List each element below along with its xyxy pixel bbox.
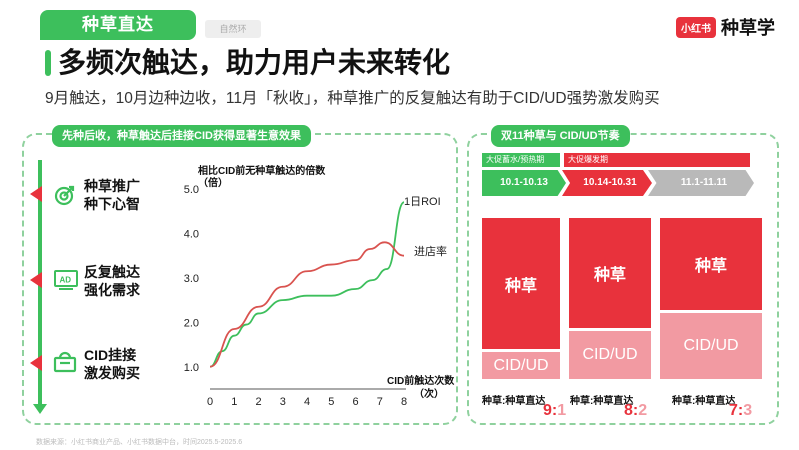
target-icon [53,183,77,207]
chart-xlabel: CID前触达次数 [387,374,455,387]
stack-3-cid: CID/UD [660,313,762,379]
stack-1-cid: CID/UD [482,352,560,379]
ratio-2-b: 2 [638,402,648,419]
step-1-line1: 种草推广 [84,178,140,194]
svg-text:AD: AD [60,276,72,285]
series-label-1: 进店率 [414,244,447,258]
period-1: 10.1-10.13 [482,170,566,196]
title-accent-bar [45,50,51,76]
ad-icon: AD [53,268,78,292]
section-sub-tag: 自然环 [205,20,261,38]
period-2: 10.14-10.31 [562,170,652,196]
ratio-3: 7:3 [729,402,753,419]
brand-name: 种草学 [721,18,775,38]
x-tick-label: 5 [328,396,334,408]
data-source-footer: 数据来源：小红书商业产品、小红书数据中台，时间2025.5-2025.6 [36,439,243,446]
x-tick-label: 8 [401,396,407,408]
section-tag: 种草直达 [40,10,196,40]
step-2-line1: 反复触达 [84,264,140,280]
ratio-3-a: 7 [729,402,738,419]
left-panel: 先种后收，种草触达后挂接CID获得显著生意效果 [22,125,458,425]
step-1-text: 种草推广 种下心智 [84,177,140,213]
series-line-1 [209,241,405,368]
chart-ylabel: （倍） [198,176,228,189]
step-2-text: 反复触达 强化需求 [84,263,140,299]
step-marker-2 [30,272,42,288]
x-tick-label: 6 [352,396,358,408]
period-3: 11.1-11.11 [648,170,754,196]
step-1-line2: 种下心智 [84,196,140,212]
stack-1-seeding: 种草 [482,218,560,349]
left-panel-heading: 先种后收，种草触达后挂接CID获得显著生意效果 [52,125,311,147]
brand-logo: 小红书 [676,16,716,38]
stack-2-cid: CID/UD [569,331,651,379]
ratio-2: 8:2 [624,402,648,419]
ratio-3-b: 3 [743,402,753,419]
stack-2-seeding: 种草 [569,218,651,328]
ratio-1-a: 9 [543,402,552,419]
x-tick-label: 0 [207,396,213,408]
stack-3-seeding: 种草 [660,218,762,310]
page-subtitle: 9月触达，10月边种边收，11月「秋收」，种草推广的反复触达有助于CID/UD强… [45,90,660,107]
y-tick-label: 4.0 [184,228,199,240]
y-tick-label: 5.0 [184,184,199,196]
chart-title: 相比CID前无种草触达的倍数 [198,164,326,177]
x-tick-label: 2 [255,396,261,408]
shopping-basket-icon [53,350,77,374]
ratio-stack-2: 种草 CID/UD [569,218,651,379]
x-tick-label: 7 [377,396,383,408]
x-tick-label: 4 [304,396,310,408]
y-tick-label: 3.0 [184,273,199,285]
right-panel-heading: 双11种草与 CID/UD节奏 [491,125,630,147]
step-3-line2: 激发购买 [84,365,140,381]
step-marker-3 [30,355,42,371]
ratio-1: 9:1 [543,402,567,419]
step-2-line2: 强化需求 [84,282,140,298]
step-3-text: CID挂接 激发购买 [84,346,140,382]
stack-1-caption: 种草:种草直达 [482,396,546,407]
step-marker-1 [30,186,42,202]
stack-2-caption: 种草:种草直达 [570,396,634,407]
brand: 小红书 种草学 [676,14,775,40]
y-tick-label: 2.0 [184,317,199,329]
ratio-stack-3: 种草 CID/UD [660,218,762,379]
ratio-1-b: 1 [557,402,567,419]
chart-xunit: （次） [414,387,444,400]
ratio-stack-1: 种草 CID/UD [482,218,560,379]
ratio-2-a: 8 [624,402,633,419]
x-tick-label: 1 [231,396,237,408]
series-line-0 [209,201,405,368]
right-panel: 双11种草与 CID/UD节奏 [467,125,779,425]
phase-labels: 大促蓄水/预热期 大促爆发期 [482,153,750,167]
y-tick-label: 1.0 [184,362,199,374]
series-label-0: 1日ROI [404,196,441,208]
phase-label-burst: 大促爆发期 [564,153,750,167]
phase-label-warmup: 大促蓄水/预热期 [482,153,560,167]
timeline-arrow-icon [33,404,47,414]
x-tick-label: 3 [280,396,286,408]
stack-3-caption: 种草:种草直达 [672,396,736,407]
page-title: 多频次触达，助力用户未来转化 [58,47,451,78]
step-3-line1: CID挂接 [84,347,137,363]
